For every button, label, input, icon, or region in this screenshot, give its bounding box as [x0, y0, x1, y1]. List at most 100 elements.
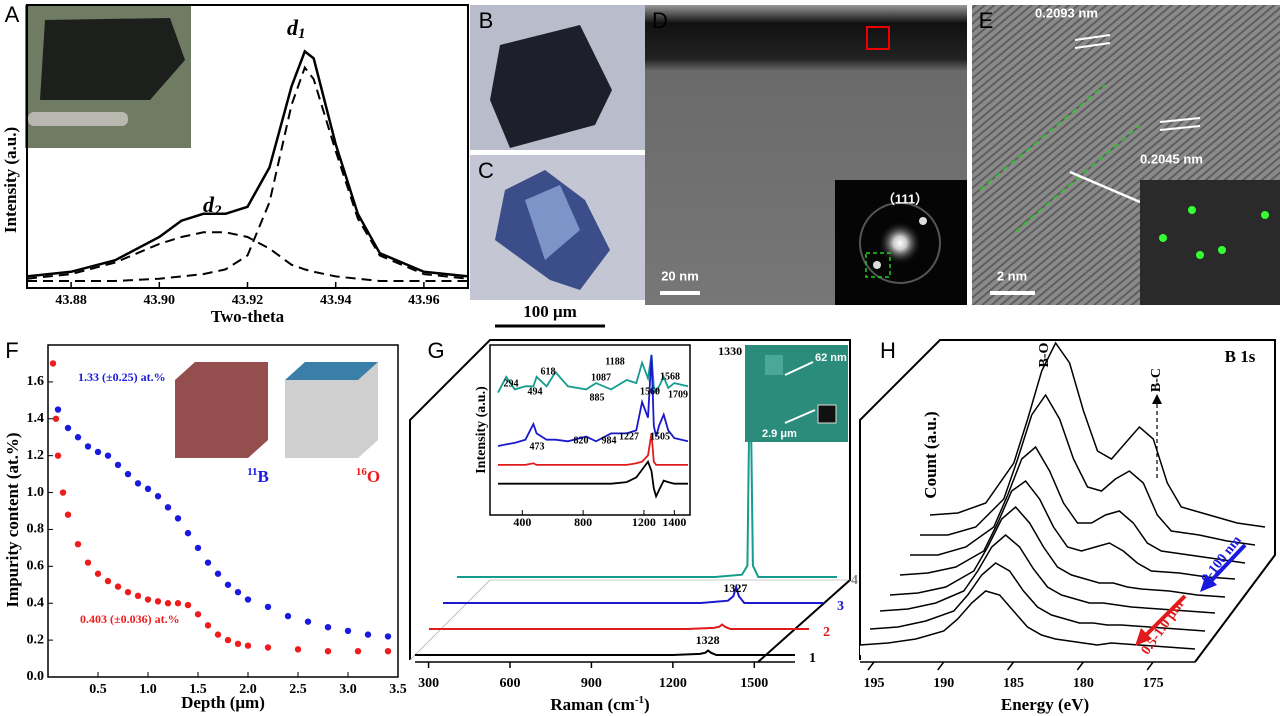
peak-label: 1568 [660, 371, 680, 382]
x-tick-label: 800 [574, 515, 592, 529]
data-point [84, 443, 92, 450]
data-point [204, 622, 212, 629]
x-tick-label: 1.5 [189, 682, 207, 697]
data-point [174, 600, 182, 607]
data-point [49, 360, 57, 367]
data-point [264, 603, 272, 611]
arrow-head [1135, 628, 1152, 646]
x-tick-label: 43.92 [232, 293, 264, 308]
y-axis-label: Intensity (a.u.) [1, 127, 20, 233]
data-point [54, 452, 62, 459]
diffraction-label: （111） [882, 191, 928, 206]
panel-label: D [652, 8, 668, 33]
tem-image-d [645, 5, 967, 305]
photo-c [470, 155, 655, 300]
data-point [234, 588, 242, 596]
data-point [104, 577, 112, 585]
xps-spectrum [879, 534, 1216, 614]
data-point [164, 504, 172, 511]
lattice-spacing: 0.2045 nm [1140, 151, 1203, 166]
data-point [234, 640, 242, 647]
series-label: 1.33 (±0.25) at.% [78, 370, 166, 384]
depth-arrow [1143, 594, 1187, 638]
data-point [244, 596, 252, 603]
data-point [204, 559, 212, 566]
peak-label: 1188 [605, 356, 624, 367]
xps-spectrum [859, 590, 1196, 650]
inset-trace [498, 433, 688, 466]
data-point [264, 644, 272, 651]
peak-label: 820 [574, 435, 589, 446]
peak-label: 1328 [696, 633, 720, 647]
inset-trace [497, 354, 689, 395]
data-point [64, 511, 72, 518]
x-tick-label: 1200 [632, 515, 656, 529]
arrow-head [1152, 394, 1162, 404]
data-point [294, 646, 302, 653]
xps-fill [860, 591, 1195, 655]
x-tick-label: 175 [1143, 676, 1164, 691]
x-tick-label: 2.0 [239, 682, 257, 697]
cube-label: 11B [247, 466, 269, 486]
inset-label: 2.9 μm [762, 428, 797, 440]
peak-label: 494 [528, 386, 543, 397]
data-point [74, 541, 82, 548]
data-point [59, 489, 67, 496]
data-point [154, 493, 162, 500]
data-point [184, 529, 192, 537]
data-point [64, 424, 72, 432]
photo-a [25, 5, 191, 148]
panel-label: E [979, 8, 994, 33]
x-tick-label: 3.0 [339, 682, 357, 697]
x-tick [867, 661, 875, 671]
data-point [144, 485, 152, 493]
data-point [164, 600, 172, 607]
data-point [124, 470, 132, 478]
plot-frame [47, 344, 399, 678]
data-point [354, 647, 362, 655]
panel-label: G [427, 338, 444, 363]
peak-label: 984 [602, 435, 617, 446]
data-point [74, 434, 82, 441]
photo-b [470, 5, 655, 150]
peak-label: B-C [1149, 368, 1164, 392]
inset-image-g [745, 345, 848, 442]
spectrum-title: B 1s [1225, 347, 1256, 366]
box-h [859, 339, 1276, 663]
x-tick-label: 1500 [740, 676, 768, 691]
xrd-curve [27, 65, 469, 282]
data-point [364, 631, 372, 638]
trace-label: 3 [837, 599, 844, 614]
panel-label: A [5, 2, 20, 27]
inset-label: 62 nm [815, 352, 847, 364]
x-axis-label: Two-theta [211, 307, 285, 326]
peak-label: 1330 [718, 344, 742, 358]
y-axis-label: Count (a.u.) [921, 411, 940, 498]
x-tick-label: 180 [1073, 676, 1094, 691]
apt-cubes [175, 362, 378, 458]
peak-label: 1227 [619, 431, 639, 442]
x-tick-label: 190 [933, 676, 954, 691]
trace-label: 4 [851, 573, 858, 588]
y-tick-label: 0.2 [27, 632, 45, 647]
x-tick-label: 185 [1003, 676, 1024, 691]
depth-arrow [1208, 543, 1247, 584]
xrd-curve [26, 49, 469, 278]
peak-label: 885 [590, 392, 605, 403]
data-point [114, 583, 122, 590]
trace-label: 2 [823, 625, 830, 640]
cube-label-sup: 16 [356, 466, 368, 478]
data-point [94, 570, 102, 577]
inset-trace [498, 459, 688, 499]
data-point [124, 588, 132, 596]
x-tick-label: 1400 [662, 515, 686, 529]
peak-label: B-O [1037, 342, 1052, 367]
x-tick-label: 43.90 [144, 293, 176, 308]
peak-label: 1709 [668, 389, 688, 400]
x-tick-label: 900 [581, 676, 602, 691]
x-tick-label: 400 [513, 515, 531, 529]
peak-label: d1 [287, 15, 306, 42]
x-tick-label: 0.5 [89, 682, 107, 697]
data-point [52, 415, 60, 422]
